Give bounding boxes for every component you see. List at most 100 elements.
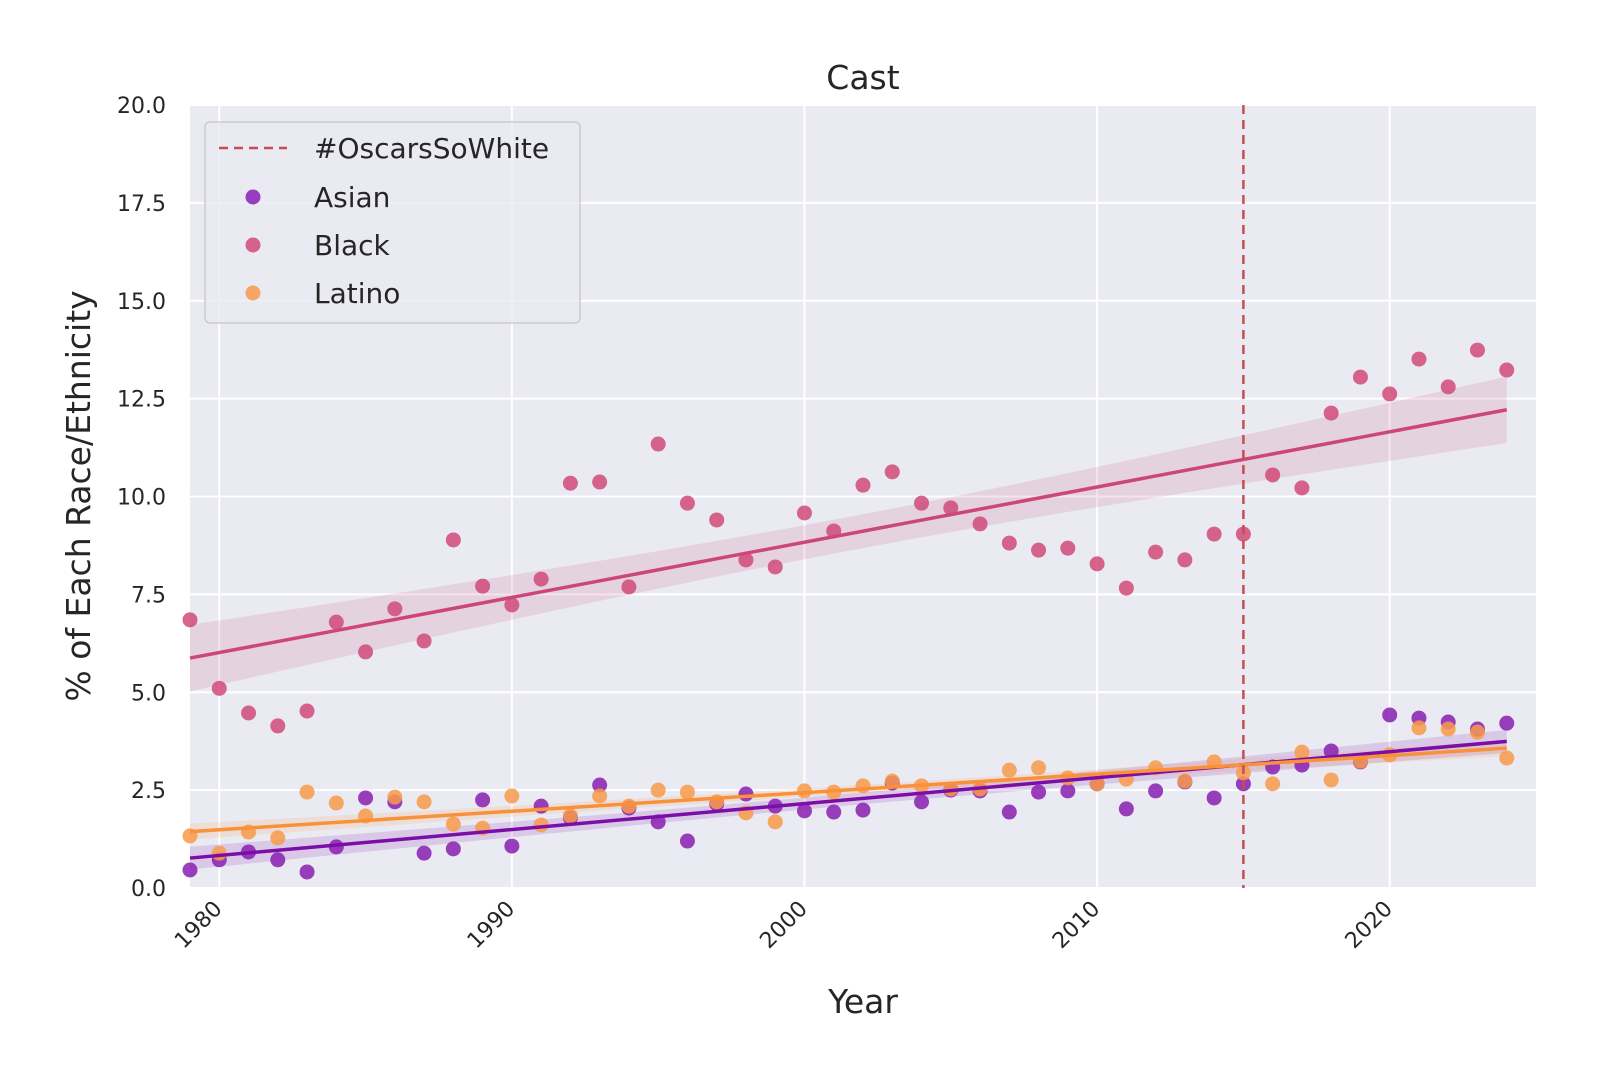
- data-point-black: [738, 552, 754, 568]
- data-point-asian: [1382, 707, 1398, 723]
- data-point-black: [855, 477, 871, 493]
- regression-line-latino: [189, 746, 1507, 834]
- legend-label-oscarssowhite: #OscarsSoWhite: [314, 132, 549, 165]
- data-point-asian: [592, 777, 608, 793]
- data-point-asian: [1060, 783, 1076, 799]
- data-point-black: [767, 559, 783, 575]
- legend: #OscarsSoWhite Asian Black Latino: [204, 121, 581, 324]
- data-point-black: [1294, 480, 1310, 496]
- data-point-black: [1206, 526, 1222, 542]
- data-point-latino: [416, 794, 432, 810]
- data-point-black: [709, 512, 725, 528]
- data-point-black: [972, 516, 988, 532]
- data-point-asian: [826, 804, 842, 820]
- data-point-latino: [387, 789, 403, 805]
- data-point-asian: [445, 841, 461, 857]
- data-point-asian: [1148, 783, 1164, 799]
- data-point-asian: [299, 864, 315, 880]
- regression-lines: [189, 408, 1508, 860]
- data-point-latino: [1177, 773, 1193, 789]
- data-point-latino: [650, 782, 666, 798]
- data-point-latino: [1265, 776, 1281, 792]
- data-point-black: [1089, 556, 1105, 572]
- data-point-asian: [1206, 790, 1222, 806]
- data-point-black: [1235, 526, 1251, 542]
- data-point-black: [475, 578, 491, 594]
- legend-marker-latino: [245, 285, 261, 301]
- data-point-black: [679, 495, 695, 511]
- data-point-asian: [1118, 801, 1134, 817]
- y-tick-label: 10.0: [117, 486, 166, 511]
- data-point-black: [914, 495, 930, 511]
- data-point-black: [943, 500, 959, 516]
- data-point-black: [328, 614, 344, 630]
- data-point-asian: [1031, 784, 1047, 800]
- data-point-latino: [1294, 744, 1310, 760]
- y-axis-label: % of Each Race/Ethnicity: [59, 290, 98, 701]
- data-point-latino: [1031, 760, 1047, 776]
- y-tick-label: 2.5: [131, 779, 166, 804]
- data-point-asian: [504, 838, 520, 854]
- data-point-latino: [679, 784, 695, 800]
- x-tick-label: 2020: [1341, 897, 1398, 954]
- data-point-latino: [1469, 724, 1485, 740]
- x-tick-label: 1990: [463, 897, 520, 954]
- data-point-asian: [914, 794, 930, 810]
- data-point-asian: [679, 833, 695, 849]
- regression-line-black: [189, 408, 1508, 660]
- legend-label-latino: Latino: [314, 277, 400, 310]
- x-tick-label: 1980: [170, 897, 227, 954]
- data-point-asian: [416, 845, 432, 861]
- data-point-asian: [855, 802, 871, 818]
- data-point-latino: [211, 845, 227, 861]
- data-point-latino: [621, 798, 637, 814]
- x-axis-label: Year: [827, 982, 898, 1021]
- data-point-asian: [182, 862, 198, 878]
- data-point-black: [211, 680, 227, 696]
- data-point-latino: [1001, 762, 1017, 778]
- y-tick-label: 17.5: [117, 192, 166, 217]
- data-point-latino: [855, 778, 871, 794]
- data-point-latino: [1440, 721, 1456, 737]
- y-tick-labels: 0.0 2.5 5.0 7.5 10.0 12.5 15.0 17.5 20.0: [117, 94, 166, 902]
- data-point-black: [445, 532, 461, 548]
- data-point-black: [241, 705, 257, 721]
- legend-label-black: Black: [314, 229, 391, 262]
- data-point-latino: [1089, 776, 1105, 792]
- data-point-black: [650, 436, 666, 452]
- data-point-black: [358, 644, 374, 660]
- data-point-black: [1118, 580, 1134, 596]
- data-point-asian: [270, 852, 286, 868]
- data-point-black: [533, 571, 549, 587]
- y-tick-label: 7.5: [131, 583, 166, 608]
- legend-label-asian: Asian: [314, 181, 390, 214]
- legend-marker-asian: [245, 189, 261, 205]
- data-point-asian: [1001, 804, 1017, 820]
- data-point-black: [592, 474, 608, 490]
- data-point-black: [1352, 369, 1368, 385]
- data-point-black: [182, 612, 198, 628]
- data-point-black: [1148, 544, 1164, 560]
- data-point-asian: [358, 790, 374, 806]
- data-point-black: [1323, 405, 1339, 421]
- legend-marker-black: [245, 237, 261, 253]
- data-point-asian: [738, 786, 754, 802]
- data-point-asian: [1499, 715, 1515, 731]
- data-point-asian: [796, 803, 812, 819]
- data-point-latino: [1411, 720, 1427, 736]
- data-point-latino: [504, 788, 520, 804]
- y-tick-label: 12.5: [117, 388, 166, 413]
- data-point-latino: [592, 788, 608, 804]
- data-point-black: [1265, 467, 1281, 483]
- data-point-black: [387, 601, 403, 617]
- data-point-latino: [299, 784, 315, 800]
- data-point-black: [1469, 342, 1485, 358]
- x-tick-label: 2010: [1048, 897, 1105, 954]
- data-point-black: [1382, 386, 1398, 402]
- data-point-black: [1499, 362, 1515, 378]
- y-tick-label: 5.0: [131, 681, 166, 706]
- data-point-black: [1060, 540, 1076, 556]
- y-tick-label: 15.0: [117, 290, 166, 315]
- x-tick-labels: 1980 1990 2000 2010 2020: [170, 897, 1398, 954]
